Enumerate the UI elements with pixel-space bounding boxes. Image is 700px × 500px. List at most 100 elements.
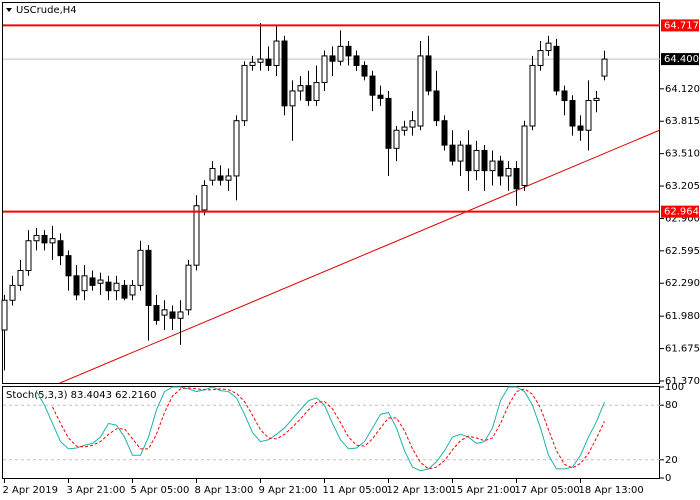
candle-body [353, 55, 360, 66]
candle-body [529, 64, 536, 127]
candle-body [433, 90, 440, 122]
candle-body [297, 85, 304, 92]
y-tick-label: 61.980 [665, 311, 700, 322]
candle-body [425, 55, 432, 92]
candle-body [521, 125, 528, 187]
candle-body [505, 168, 512, 177]
trendline [59, 129, 661, 384]
candle-body [481, 149, 488, 172]
candle-body [305, 85, 312, 102]
candle-body [489, 160, 496, 172]
candle-body [17, 269, 24, 286]
candle-body [137, 249, 144, 286]
candle-body [537, 50, 544, 66]
x-tick-label: 11 Apr 05:00 [323, 485, 388, 496]
candle-body [33, 234, 40, 242]
current-price-box [661, 53, 699, 66]
candle-body [561, 90, 568, 102]
candle-body [57, 240, 64, 257]
candle-body [73, 275, 80, 296]
candle-body [385, 97, 392, 149]
candle-body [249, 61, 256, 66]
candle-body [393, 129, 400, 149]
candle-body [553, 45, 560, 92]
candle-body [185, 264, 192, 311]
price-label-box [661, 205, 699, 218]
candle-body [105, 281, 112, 292]
stoch-panel-frame [2, 386, 660, 479]
candle-body [225, 175, 232, 181]
x-tick-label: 3 Apr 21:00 [67, 485, 126, 496]
candle-body [201, 185, 208, 211]
candle-body [209, 168, 216, 181]
x-tick-label: 5 Apr 05:00 [131, 485, 190, 496]
x-tick-label: 9 Apr 21:00 [259, 485, 318, 496]
current-price-label: 64.400 [664, 54, 699, 65]
candle-body [169, 311, 176, 319]
y-tick-label: 20 [665, 455, 678, 466]
candle-body [113, 282, 120, 292]
candle-body [273, 40, 280, 66]
candle-body [497, 160, 504, 177]
candle-body [329, 55, 336, 62]
stoch-line [52, 387, 605, 470]
candle-body [361, 64, 368, 77]
x-tick-label: 12 Apr 13:00 [387, 485, 452, 496]
x-tick-label: 15 Apr 21:00 [451, 485, 516, 496]
candle-body [89, 277, 96, 286]
candle-body [65, 255, 72, 277]
candle-body [513, 168, 520, 190]
candle-body [409, 120, 416, 128]
candle-body [345, 45, 352, 57]
y-tick-label: 80 [665, 400, 678, 411]
candle-body [161, 309, 168, 316]
main-panel-frame [2, 2, 660, 384]
y-tick-label: 62.900 [665, 213, 700, 224]
y-tick-label: 63.205 [665, 181, 700, 192]
candle-body [233, 120, 240, 177]
y-tick-label: 62.595 [665, 246, 700, 257]
candle-body [9, 284, 16, 301]
y-tick-label: 100 [665, 382, 684, 393]
candle-body [49, 238, 56, 244]
candle-body [153, 305, 160, 321]
candle-body [145, 249, 152, 307]
x-tick-label: 8 Apr 13:00 [195, 485, 254, 496]
price-label: 64.717 [664, 20, 699, 31]
candle-body [473, 149, 480, 172]
candle-body [401, 126, 408, 131]
candle-body [81, 275, 88, 292]
candle-body [377, 94, 384, 99]
candle-body [281, 40, 288, 107]
y-tick-label: 63.510 [665, 149, 700, 160]
candle-body [337, 45, 344, 62]
x-tick-label: 2 Apr 2019 [3, 485, 58, 496]
chart-title: USCrude,H4 [16, 5, 77, 16]
candle-body [593, 97, 600, 102]
candle-body [121, 284, 128, 299]
candle-body [545, 42, 552, 52]
x-tick-label: 18 Apr 13:00 [579, 485, 644, 496]
candle-body [321, 55, 328, 83]
y-tick-label: 0 [665, 473, 671, 484]
candle-body [177, 311, 184, 319]
candle-body [289, 90, 296, 107]
candle-body [577, 125, 584, 131]
x-tick-label: 17 Apr 05:00 [515, 485, 580, 496]
y-tick-label: 63.815 [665, 116, 700, 127]
y-tick-label: 61.370 [665, 376, 700, 387]
candle-body [569, 100, 576, 127]
candle-body [257, 58, 264, 63]
y-tick-label: 62.290 [665, 278, 700, 289]
candle-body [441, 120, 448, 146]
price-label: 62.964 [664, 207, 699, 218]
candle-body [129, 284, 136, 296]
y-tick-label: 64.120 [665, 84, 700, 95]
candle-body [417, 55, 424, 127]
candle-body [217, 175, 224, 181]
price-label-box [661, 19, 699, 32]
candle-body [193, 205, 200, 266]
candle-body [313, 81, 320, 102]
candle-body [265, 58, 272, 66]
